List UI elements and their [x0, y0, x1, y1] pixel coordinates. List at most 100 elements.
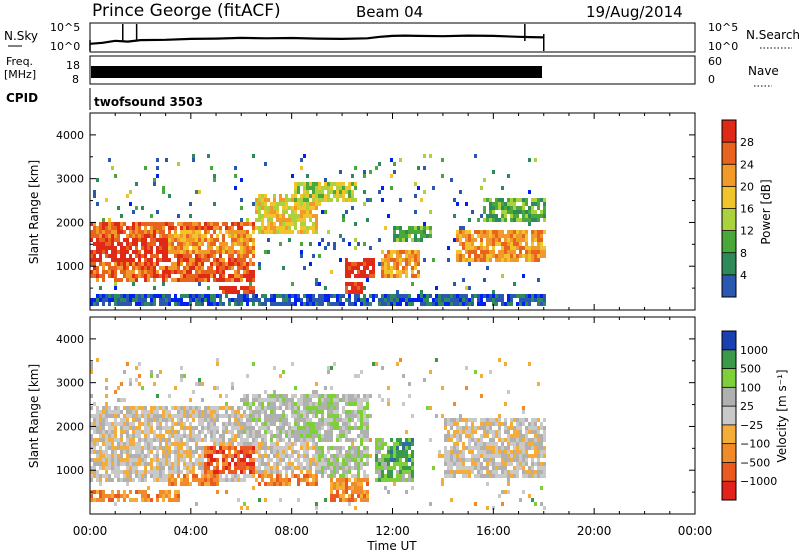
heatmap-cell — [363, 394, 366, 398]
heatmap-cell — [540, 446, 543, 450]
heatmap-cell — [189, 470, 192, 474]
heatmap-cell — [105, 414, 108, 418]
heatmap-cell — [252, 298, 255, 302]
heatmap-cell — [261, 458, 264, 462]
heatmap-cell — [408, 394, 411, 398]
heatmap-cell — [327, 198, 330, 202]
heatmap-cell — [345, 198, 348, 202]
heatmap-cell — [507, 442, 510, 446]
heatmap-cell — [153, 234, 156, 238]
heatmap-cell — [543, 450, 546, 454]
heatmap-cell — [126, 418, 129, 422]
heatmap-cell — [354, 246, 357, 250]
heatmap-cell — [318, 422, 321, 426]
heatmap-cell — [138, 478, 141, 482]
heatmap-cell — [522, 214, 525, 218]
heatmap-cell — [447, 246, 450, 250]
heatmap-cell — [327, 430, 330, 434]
heatmap-cell — [348, 182, 351, 186]
heatmap-cell — [252, 442, 255, 446]
heatmap-cell — [108, 498, 111, 502]
heatmap-cell — [144, 250, 147, 254]
heatmap-cell — [276, 214, 279, 218]
heatmap-cell — [513, 258, 516, 262]
heatmap-cell — [153, 178, 156, 182]
heatmap-cell — [330, 294, 333, 298]
heatmap-cell — [501, 254, 504, 258]
heatmap-cell — [261, 226, 264, 230]
heatmap-cell — [363, 298, 366, 302]
heatmap-cell — [174, 294, 177, 298]
heatmap-cell — [534, 426, 537, 430]
heatmap-cell — [366, 498, 369, 502]
heatmap-cell — [456, 302, 459, 306]
heatmap-cell — [282, 418, 285, 422]
heatmap-cell — [294, 302, 297, 306]
heatmap-cell — [543, 434, 546, 438]
heatmap-cell — [96, 242, 99, 246]
heatmap-cell — [459, 298, 462, 302]
heatmap-cell — [468, 298, 471, 302]
heatmap-cell — [402, 402, 405, 406]
heatmap-cell — [204, 474, 207, 478]
heatmap-cell — [534, 250, 537, 254]
heatmap-cell — [501, 198, 504, 202]
heatmap-cell — [510, 454, 513, 458]
heatmap-cell — [159, 418, 162, 422]
heatmap-cell — [519, 418, 522, 422]
heatmap-cell — [252, 486, 255, 490]
heatmap-cell — [291, 194, 294, 198]
heatmap-cell — [330, 462, 333, 466]
heatmap-cell — [126, 298, 129, 302]
heatmap-cell — [270, 202, 273, 206]
heatmap-cell — [321, 462, 324, 466]
heatmap-cell — [354, 454, 357, 458]
heatmap-cell — [282, 426, 285, 430]
heatmap-cell — [315, 394, 318, 398]
heatmap-cell — [105, 422, 108, 426]
heatmap-cell — [117, 466, 120, 470]
heatmap-cell — [300, 202, 303, 206]
heatmap-cell — [207, 478, 210, 482]
heatmap-cell — [501, 298, 504, 302]
heatmap-cell — [405, 466, 408, 470]
heatmap-cell — [288, 426, 291, 430]
heatmap-cell — [285, 454, 288, 458]
heatmap-cell — [114, 434, 117, 438]
heatmap-cell — [315, 218, 318, 222]
heatmap-cell — [117, 226, 120, 230]
heatmap-cell — [252, 462, 255, 466]
heatmap-cell — [390, 270, 393, 274]
heatmap-cell — [405, 266, 408, 270]
heatmap-cell — [513, 438, 516, 442]
heatmap-cell — [510, 242, 513, 246]
heatmap-cell — [102, 418, 105, 422]
heatmap-cell — [354, 482, 357, 486]
heatmap-cell — [105, 394, 108, 398]
heatmap-cell — [351, 442, 354, 446]
heatmap-cell — [240, 294, 243, 298]
heatmap-cell — [540, 470, 543, 474]
heatmap-cell — [90, 434, 93, 438]
heatmap-cell — [234, 454, 237, 458]
heatmap-cell — [126, 478, 129, 482]
heatmap-cell — [234, 174, 237, 178]
heatmap-cell — [207, 482, 210, 486]
heatmap-cell — [159, 246, 162, 250]
heatmap-cell — [300, 394, 303, 398]
heatmap-cell — [114, 274, 117, 278]
heatmap-cell — [186, 262, 189, 266]
heatmap-cell — [495, 214, 498, 218]
heatmap-cell — [465, 302, 468, 306]
heatmap-cell — [249, 402, 252, 406]
heatmap-cell — [453, 446, 456, 450]
heatmap-cell — [159, 370, 162, 374]
heatmap-cell — [309, 430, 312, 434]
heatmap-cell — [192, 238, 195, 242]
heatmap-cell — [297, 298, 300, 302]
heatmap-cell — [129, 458, 132, 462]
heatmap-cell — [180, 366, 183, 370]
heatmap-cell — [192, 434, 195, 438]
heatmap-cell — [222, 414, 225, 418]
heatmap-cell — [270, 482, 273, 486]
